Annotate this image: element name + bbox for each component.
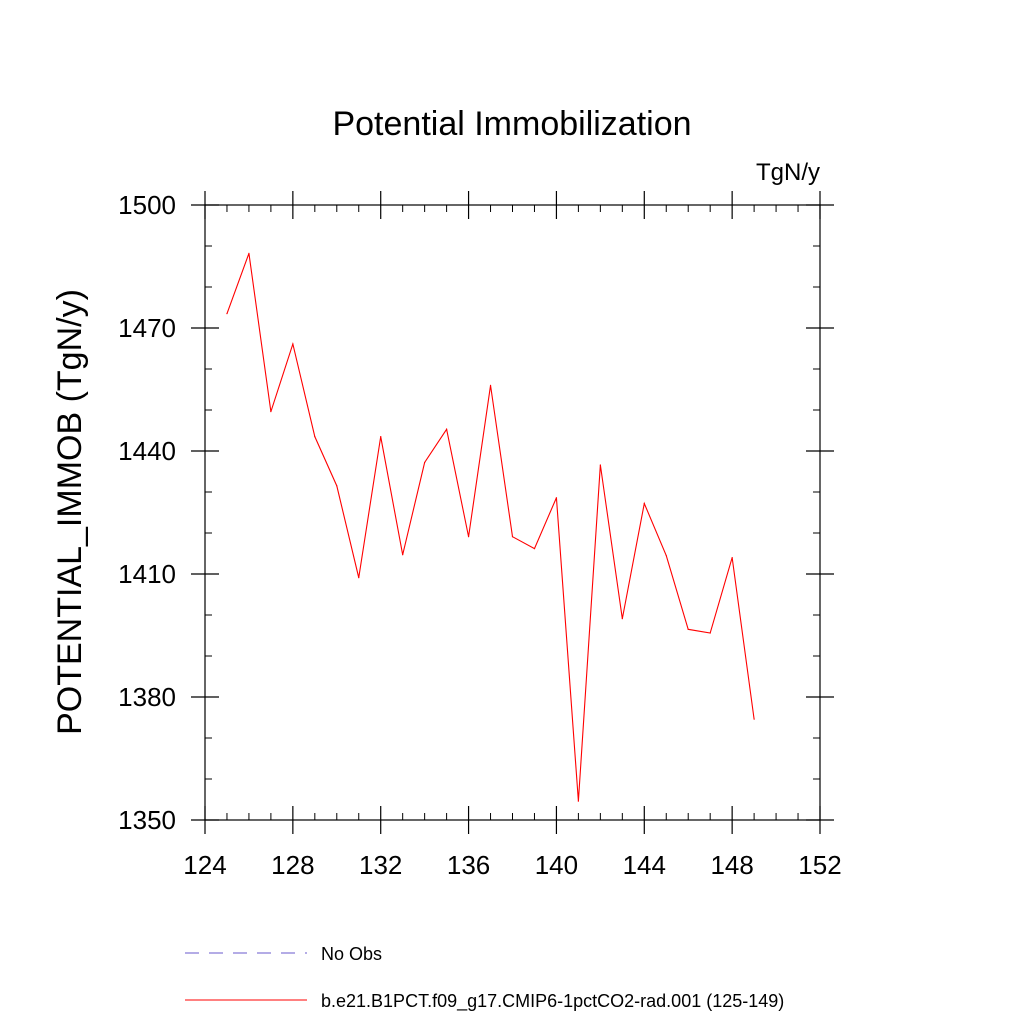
data-point: [489, 384, 492, 386]
data-point: [533, 547, 536, 550]
data-point: [665, 554, 667, 557]
minor-ticks: [205, 205, 820, 820]
x-tick-label: 148: [710, 850, 753, 880]
data-point: [380, 436, 382, 438]
data-point: [248, 252, 250, 254]
units-label: TgN/y: [756, 159, 820, 186]
x-tick-label: 136: [447, 850, 490, 880]
series-layer: [226, 252, 755, 802]
y-tick-label: 1350: [118, 805, 176, 835]
x-tick-label: 144: [623, 850, 666, 880]
data-point: [358, 577, 360, 579]
data-point: [314, 436, 316, 438]
legend: No Obs b.e21.B1PCT.f09_g17.CMIP6-1pctCO2…: [185, 944, 784, 1012]
chart-title: Potential Immobilization: [332, 105, 691, 143]
x-tick-label: 124: [183, 850, 226, 880]
y-tick-label: 1410: [118, 559, 176, 589]
data-point: [467, 536, 470, 538]
x-tick-label: 140: [535, 850, 578, 880]
y-tick-label: 1470: [118, 313, 176, 343]
data-point: [511, 536, 514, 538]
y-tick-label: 1380: [118, 682, 176, 712]
data-point: [424, 461, 426, 464]
data-point: [643, 502, 645, 505]
data-point: [402, 554, 404, 556]
x-tick-label: 128: [271, 850, 314, 880]
legend-label-no-obs: No Obs: [321, 944, 382, 964]
data-point: [577, 800, 579, 802]
data-point: [292, 343, 294, 345]
data-point: [621, 618, 623, 620]
data-point: [336, 485, 338, 487]
data-point: [555, 497, 558, 499]
plot-frame: [204, 204, 821, 821]
major-ticks: [191, 191, 834, 834]
y-tick-labels: 1350 1380 1410 1440 1470 1500: [118, 190, 176, 835]
data-point: [687, 628, 689, 630]
data-point: [226, 313, 228, 315]
data-point: [709, 632, 711, 634]
x-tick-labels: 124 128 132 136 140 144 148 152: [183, 850, 841, 880]
data-point: [731, 557, 733, 559]
data-point: [446, 428, 448, 430]
y-axis-label: POTENTIAL_IMMOB (TgN/y): [51, 289, 89, 735]
y-tick-label: 1440: [118, 436, 176, 466]
legend-label-series: b.e21.B1PCT.f09_g17.CMIP6-1pctCO2-rad.00…: [321, 991, 784, 1012]
x-tick-label: 152: [798, 850, 841, 880]
data-point: [753, 718, 755, 720]
y-tick-label: 1500: [118, 190, 176, 220]
x-tick-label: 132: [359, 850, 402, 880]
series-line-0: [226, 253, 755, 802]
data-point: [599, 464, 601, 466]
data-point: [270, 411, 272, 413]
